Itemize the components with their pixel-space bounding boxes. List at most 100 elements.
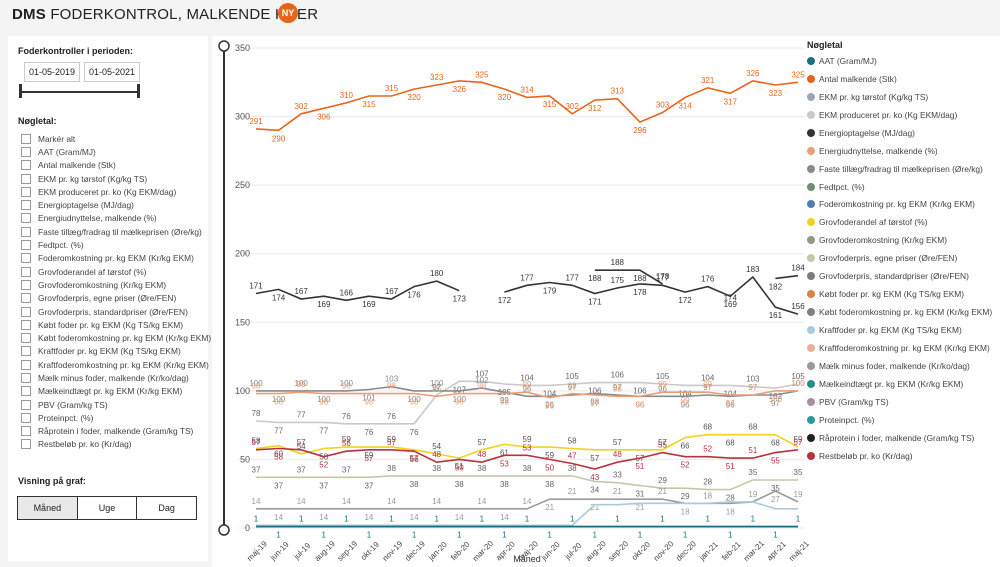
nogletal-checkbox-item[interactable]: Kraftfoderomkostning pr. kg EKM (Kr/kg E… [21, 358, 211, 371]
legend-item[interactable]: Grovfoderandel af tørstof (%) [807, 213, 997, 231]
legend-item[interactable]: AAT (Gram/MJ) [807, 52, 997, 70]
nogletal-checkbox-item[interactable]: Grovfoderandel af tørstof (%) [21, 265, 211, 278]
nogletal-checkbox-item[interactable]: Fedtpct. (%) [21, 238, 211, 251]
legend-item[interactable]: Restbeløb pr. ko (Kr/dag) [807, 447, 997, 465]
legend-item[interactable]: Foderomkostning pr. kg EKM (Kr/kg EKM) [807, 196, 997, 214]
legend-item[interactable]: Kraftfoder pr. kg EKM (Kg TS/kg EKM) [807, 321, 997, 339]
checkbox[interactable] [21, 399, 31, 410]
legend-marker-icon [807, 182, 815, 191]
view-week-button[interactable]: Uge [77, 497, 138, 519]
legend-marker-icon [807, 433, 815, 442]
legend-item[interactable]: Mælkeindtægt pr. kg EKM (Kr/kg EKM) [807, 375, 997, 393]
x-tick-label: aug-19 [313, 539, 337, 563]
nogletal-checkbox-item[interactable]: PBV (Gram/kg TS) [21, 398, 211, 411]
checkbox-label: EKM produceret pr. ko (Kg EKM/dag) [38, 186, 177, 197]
checkbox[interactable] [21, 133, 31, 144]
legend-item[interactable]: PBV (Gram/kg TS) [807, 393, 997, 411]
view-month-button[interactable]: Måned [18, 497, 78, 519]
checkbox[interactable] [21, 426, 31, 437]
legend-item[interactable]: EKM produceret pr. ko (Kg EKM/dag) [807, 106, 997, 124]
legend-item[interactable]: Proteinpct. (%) [807, 411, 997, 429]
view-day-button[interactable]: Dag [137, 497, 197, 519]
legend-item[interactable]: Kraftfoderomkostning pr. kg EKM (Kr/kg E… [807, 339, 997, 357]
nogletal-checkbox-item[interactable]: Energiudnyttelse, malkende (%) [21, 212, 211, 225]
checkbox[interactable] [21, 359, 31, 370]
date-from-input[interactable]: 01-05-2019 [24, 62, 80, 82]
data-label: 21 [658, 487, 667, 496]
nogletal-checkbox-item[interactable]: Grovfoderomkostning (Kr/kg EKM) [21, 278, 211, 291]
nogletal-checkbox-item[interactable]: Energioptagelse (MJ/dag) [21, 198, 211, 211]
data-label: 57 [364, 454, 373, 463]
nogletal-checkbox-item[interactable]: Faste tillæg/fradrag til mælkeprisen (Ør… [21, 225, 211, 238]
nogletal-checkbox-item[interactable]: Antal malkende (Stk) [21, 159, 211, 172]
data-label: 97 [748, 383, 757, 392]
date-slider-handle-end[interactable] [137, 84, 140, 98]
date-slider-handle-start[interactable] [19, 84, 22, 98]
series-group [256, 501, 798, 527]
nogletal-checkbox-item[interactable]: Købt foder pr. kg EKM (Kg TS/kg EKM) [21, 318, 211, 331]
legend-item[interactable]: Mælk minus foder, malkende (Kr/ko/dag) [807, 357, 997, 375]
checkbox[interactable] [21, 186, 31, 197]
nogletal-checkbox-item[interactable]: Foderomkostning pr. kg EKM (Kr/kg EKM) [21, 252, 211, 265]
checkbox[interactable] [21, 253, 31, 264]
nogletal-checkbox-item[interactable]: Mælk minus foder, malkende (Kr/ko/dag) [21, 371, 211, 384]
checkbox[interactable] [21, 279, 31, 290]
checkbox[interactable] [21, 213, 31, 224]
legend-item[interactable]: Råprotein i foder, malkende (Gram/kg TS) [807, 429, 997, 447]
legend-item[interactable]: Faste tillæg/fradrag til mælkeprisen (Ør… [807, 160, 997, 178]
checkbox[interactable] [21, 160, 31, 171]
checkbox[interactable] [21, 173, 31, 184]
checkbox[interactable] [21, 439, 31, 450]
data-label: 97 [703, 383, 712, 392]
data-label: 98 [342, 382, 351, 391]
legend-item[interactable]: Købt foderomkostning pr. kg EKM (Kr/kg E… [807, 303, 997, 321]
date-to-input[interactable]: 01-05-2021 [84, 62, 140, 82]
nogletal-checkbox-item[interactable]: EKM produceret pr. ko (Kg EKM/dag) [21, 185, 211, 198]
data-label: 38 [568, 464, 577, 473]
date-slider-track[interactable] [20, 91, 138, 93]
checkbox[interactable] [21, 372, 31, 383]
checkbox[interactable] [21, 226, 31, 237]
nogletal-checkbox-item[interactable]: Restbeløb pr. ko (Kr/dag) [21, 438, 211, 451]
legend-item[interactable]: EKM pr. kg tørstof (Kg/kg TS) [807, 88, 997, 106]
new-badge[interactable]: NY [278, 3, 298, 23]
checkbox[interactable] [21, 240, 31, 251]
nogletal-checkbox-item[interactable]: Grovfoderpris, standardpriser (Øre/FEN) [21, 305, 211, 318]
legend-item[interactable]: Grovfoderpris, standardpriser (Øre/FEN) [807, 267, 997, 285]
nogletal-checkbox-item[interactable]: Grovfoderpris, egne priser (Øre/FEN) [21, 292, 211, 305]
legend-item[interactable]: Fedtpct. (%) [807, 178, 997, 196]
nogletal-checkbox-item[interactable]: Proteinpct. (%) [21, 411, 211, 424]
checkbox[interactable] [21, 333, 31, 344]
y-range-handle-top[interactable] [218, 40, 230, 52]
title-rest: FODERKONTROL, MALKENDE KØER [50, 6, 319, 23]
checkbox[interactable] [21, 306, 31, 317]
checkbox[interactable] [21, 200, 31, 211]
checkbox[interactable] [21, 386, 31, 397]
nogletal-checkbox-item[interactable]: Mælkeindtægt pr. kg EKM (Kr/kg EKM) [21, 385, 211, 398]
legend-item[interactable]: Energiudnyttelse, malkende (%) [807, 142, 997, 160]
nogletal-checkbox-item[interactable]: AAT (Gram/MJ) [21, 145, 211, 158]
checkbox[interactable] [21, 293, 31, 304]
y-range-handle-bottom[interactable] [218, 524, 230, 536]
checkbox[interactable] [21, 346, 31, 357]
series-line [256, 501, 798, 527]
legend-item[interactable]: Antal malkende (Stk) [807, 70, 997, 88]
legend-item[interactable]: Grovfoderpris, egne priser (Øre/FEN) [807, 249, 997, 267]
checkbox[interactable] [21, 319, 31, 330]
nogletal-checkbox-item[interactable]: Markér alt [21, 132, 211, 145]
checkbox[interactable] [21, 146, 31, 157]
nogletal-checkbox-item[interactable]: Råprotein i foder, malkende (Gram/kg TS) [21, 425, 211, 438]
data-label: 1 [502, 531, 507, 540]
x-axis-label: Måned [513, 554, 541, 564]
data-label: 59 [387, 435, 396, 444]
nogletal-checkbox-item[interactable]: Kraftfoder pr. kg EKM (Kg TS/kg EKM) [21, 345, 211, 358]
legend-item[interactable]: Købt foder pr. kg EKM (Kg TS/kg EKM) [807, 285, 997, 303]
legend-item[interactable]: Grovfoderomkostning (Kr/kg EKM) [807, 231, 997, 249]
nogletal-checkbox-item[interactable]: Købt foderomkostning pr. kg EKM (Kr/kg E… [21, 331, 211, 344]
data-label: 21 [635, 503, 644, 512]
nogletal-checkbox-item[interactable]: EKM pr. kg tørstof (Kg/kg TS) [21, 172, 211, 185]
checkbox[interactable] [21, 412, 31, 423]
data-label: 100 [294, 379, 308, 388]
legend-item[interactable]: Energioptagelse (MJ/dag) [807, 124, 997, 142]
checkbox[interactable] [21, 266, 31, 277]
